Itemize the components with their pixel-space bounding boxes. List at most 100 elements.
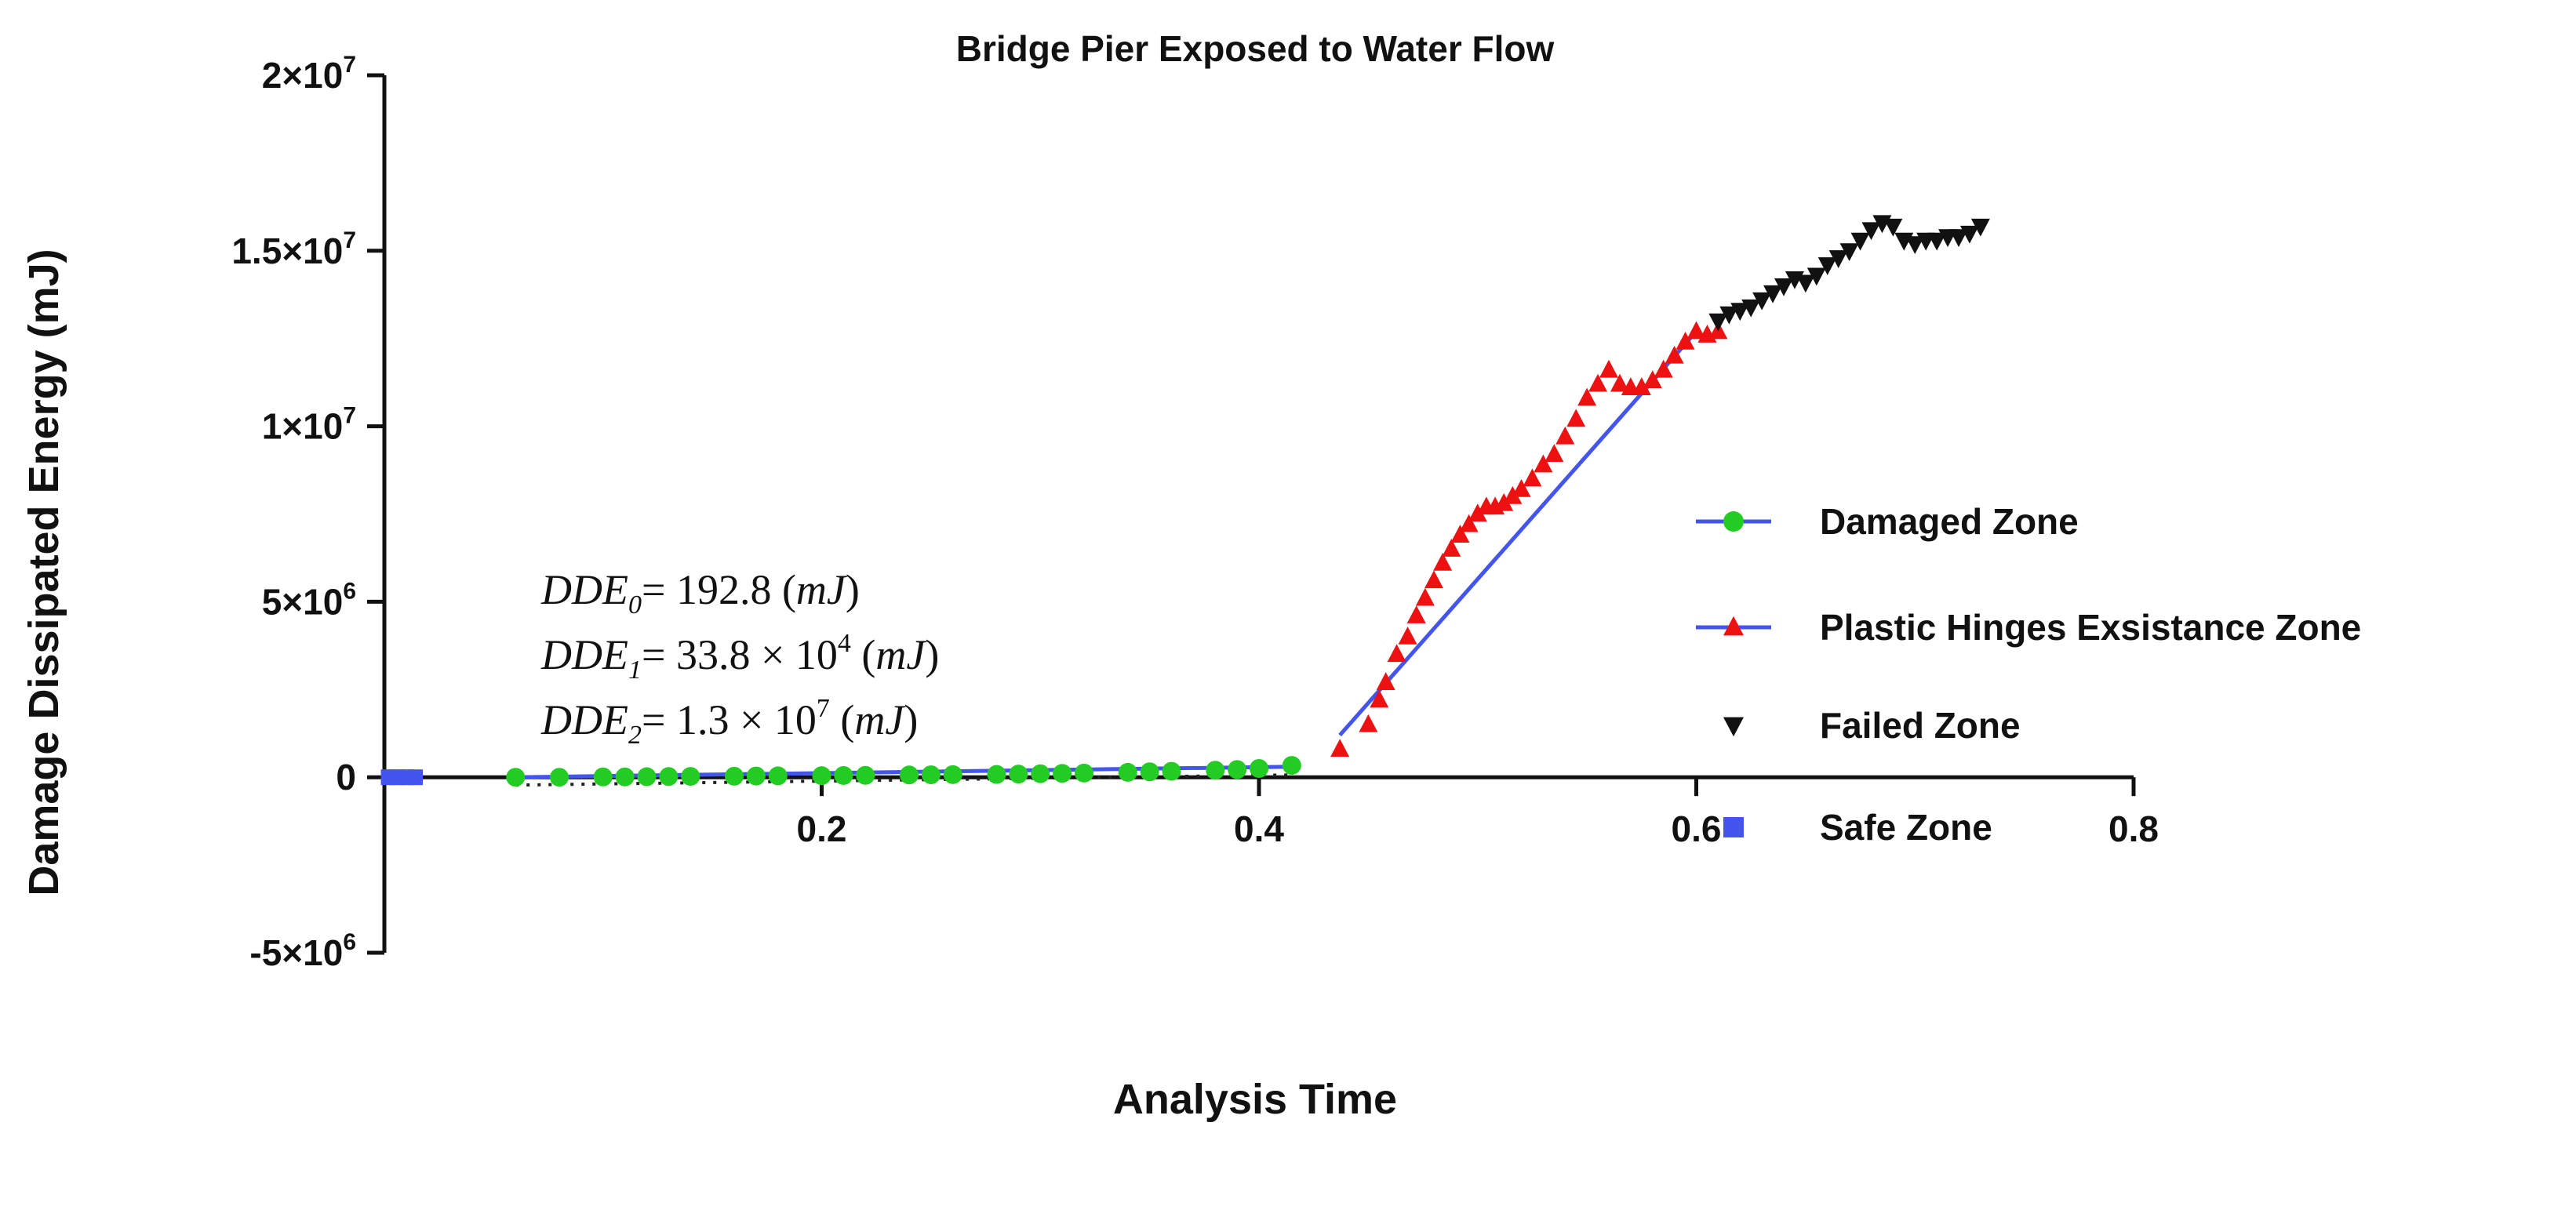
plastic-hinges-exsistance-zone-point: [1566, 409, 1586, 427]
legend-label: Safe Zone: [1820, 807, 1992, 848]
damaged-zone-point: [593, 767, 613, 787]
damaged-zone-point: [506, 768, 526, 787]
damaged-zone-point: [987, 765, 1006, 784]
damaged-zone-point: [834, 765, 853, 785]
failed-zone-point: [1970, 218, 1990, 237]
plastic-hinges-exsistance-zone-point: [1459, 514, 1479, 532]
dde-annotation: DDE0= 192.8 (mJ): [540, 566, 860, 619]
failed-zone-point: [1959, 225, 1979, 244]
legend-label: Damaged Zone: [1820, 501, 2079, 542]
plastic-hinges-exsistance-zone-point: [1503, 485, 1523, 504]
failed-zone-point: [1741, 299, 1761, 318]
damaged-zone-point: [659, 767, 679, 787]
failed-zone-point: [1828, 250, 1848, 268]
y-axis-label: Damage Dissipated Energy (mJ): [20, 249, 67, 895]
y-tick-label: -5×106: [249, 929, 356, 973]
failed-zone-point: [1949, 229, 1968, 248]
plastic-hinges-exsistance-zone-point: [1433, 552, 1453, 571]
plastic-hinges-exsistance-zone-point: [1424, 570, 1443, 589]
failed-zone-point: [1796, 274, 1815, 293]
plastic-hinges-exsistance-zone-point: [1599, 359, 1618, 378]
fit-line: [1338, 330, 1698, 737]
damaged-zone-point: [1228, 760, 1247, 779]
plastic-hinges-exsistance-zone-point: [1654, 359, 1673, 378]
energy-annotations: DDE0= 192.8 (mJ) DDE1= 33.8 × 104 (mJ) DDE…: [540, 566, 939, 750]
plastic-hinges-exsistance-zone-point: [1387, 644, 1406, 663]
plastic-hinges-exsistance-zone-point: [1450, 525, 1470, 543]
damaged-zone-point: [1009, 765, 1028, 784]
damaged-zone-point: [1075, 763, 1093, 783]
plastic-hinges-exsistance-zone-point: [1577, 387, 1597, 406]
data-points: [380, 215, 1990, 787]
legend-marker: [1723, 616, 1744, 636]
y-tick-label: 0: [336, 757, 356, 797]
plastic-hinges-exsistance-zone-point: [1632, 377, 1651, 395]
plastic-hinges-exsistance-zone-point: [1494, 492, 1514, 511]
dde-annotation: DDE1= 33.8 × 104 (mJ): [540, 629, 939, 685]
plastic-hinges-exsistance-zone-point: [1665, 345, 1684, 364]
damaged-zone-point: [921, 765, 941, 785]
damaged-zone-point: [1282, 756, 1301, 776]
plastic-hinges-exsistance-zone-point: [1415, 587, 1435, 606]
y-tick-label: 5×106: [262, 578, 356, 622]
plastic-hinges-exsistance-zone-point: [1370, 689, 1389, 708]
damaged-zone-point: [1206, 761, 1225, 780]
damaged-zone-point: [615, 767, 635, 787]
damaged-zone-point: [1053, 764, 1072, 783]
y-tick-label: 1.5×107: [231, 227, 356, 271]
plastic-hinges-exsistance-zone-point: [1406, 605, 1426, 623]
damaged-zone-point: [637, 767, 657, 787]
failed-zone-point: [1719, 306, 1739, 325]
y-tick-label: 2×107: [262, 52, 356, 96]
failed-zone-point: [1817, 257, 1837, 275]
failed-zone-point: [1927, 232, 1947, 251]
plastic-hinges-exsistance-zone-point: [1512, 478, 1531, 497]
plastic-hinges-exsistance-zone-point: [1588, 373, 1608, 392]
damaged-zone-point: [1250, 759, 1268, 779]
dde-annotation: DDE2= 1.3 × 107 (mJ): [540, 694, 918, 750]
failed-zone-point: [1752, 292, 1772, 311]
legend-marker: [1723, 717, 1744, 737]
failed-zone-point: [1763, 285, 1783, 303]
chart-title: Bridge Pier Exposed to Water Flow: [956, 28, 1555, 69]
plastic-hinges-exsistance-zone-point: [1555, 426, 1575, 445]
damaged-zone-point: [900, 765, 919, 785]
failed-zone-point: [1806, 267, 1826, 286]
plastic-hinges-exsistance-zone-point: [1398, 626, 1417, 645]
failed-zone-point: [1861, 222, 1881, 241]
failed-zone-point: [1839, 243, 1859, 261]
legend-marker: [1723, 817, 1744, 837]
plastic-hinges-exsistance-zone-point: [1643, 370, 1662, 389]
plastic-hinges-exsistance-zone-point: [1686, 321, 1706, 340]
plastic-hinges-exsistance-zone-point: [1330, 739, 1350, 757]
failed-zone-point: [1850, 232, 1870, 251]
damaged-zone-point: [725, 766, 744, 786]
failed-zone-point: [1883, 218, 1903, 237]
plastic-hinges-exsistance-zone-point: [1610, 373, 1629, 392]
legend-label: Failed Zone: [1820, 705, 2021, 746]
plastic-hinges-exsistance-zone-point: [1534, 454, 1553, 473]
failed-zone-point: [1774, 278, 1793, 296]
damaged-zone-point: [681, 767, 700, 787]
chart-legend: Damaged Zone Plastic Hinges Exsistance Zo…: [1696, 501, 2361, 848]
damaged-zone-point: [746, 766, 766, 786]
damaged-zone-point: [812, 766, 831, 786]
x-tick-label: 0.8: [2108, 808, 2159, 849]
failed-zone-point: [1905, 236, 1925, 255]
damaged-zone-point: [943, 765, 962, 784]
damaged-zone-point: [1140, 762, 1159, 782]
y-tick-label: 1×107: [262, 403, 356, 447]
x-tick-label: 0.4: [1234, 808, 1284, 849]
plastic-hinges-exsistance-zone-point: [1468, 503, 1487, 522]
plastic-hinges-exsistance-zone-point: [1376, 672, 1395, 690]
failed-zone-point: [1730, 303, 1750, 322]
plastic-hinges-exsistance-zone-point: [1675, 331, 1695, 350]
damaged-zone-point: [1162, 761, 1181, 781]
damaged-zone-point: [768, 766, 788, 786]
legend-marker: [1723, 511, 1744, 532]
legend-label: Plastic Hinges Exsistance Zone: [1820, 607, 2361, 648]
failed-zone-point: [1708, 313, 1728, 332]
x-tick-label: 0.6: [1672, 808, 1722, 849]
safe-zone-point: [407, 769, 424, 786]
